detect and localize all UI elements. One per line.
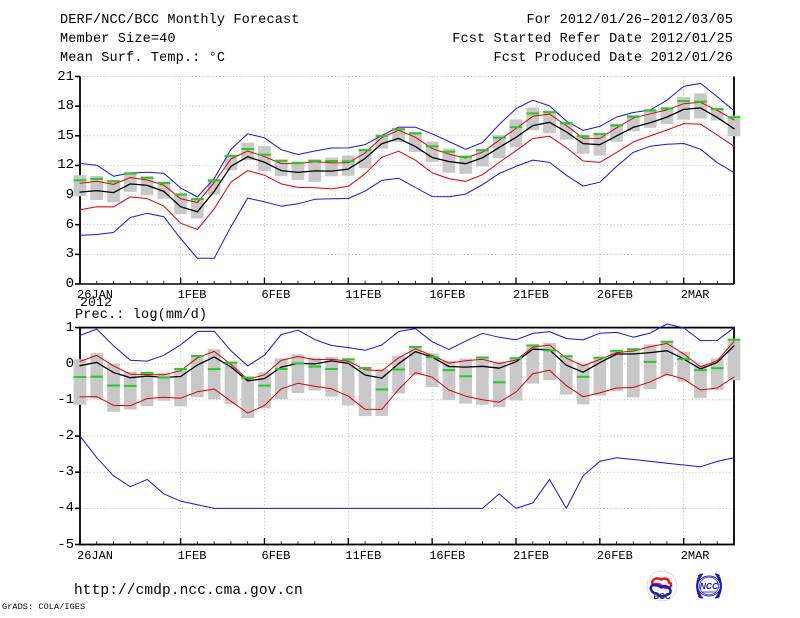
svg-text:BCC: BCC <box>653 592 671 601</box>
svg-text:NCC: NCC <box>700 581 719 591</box>
